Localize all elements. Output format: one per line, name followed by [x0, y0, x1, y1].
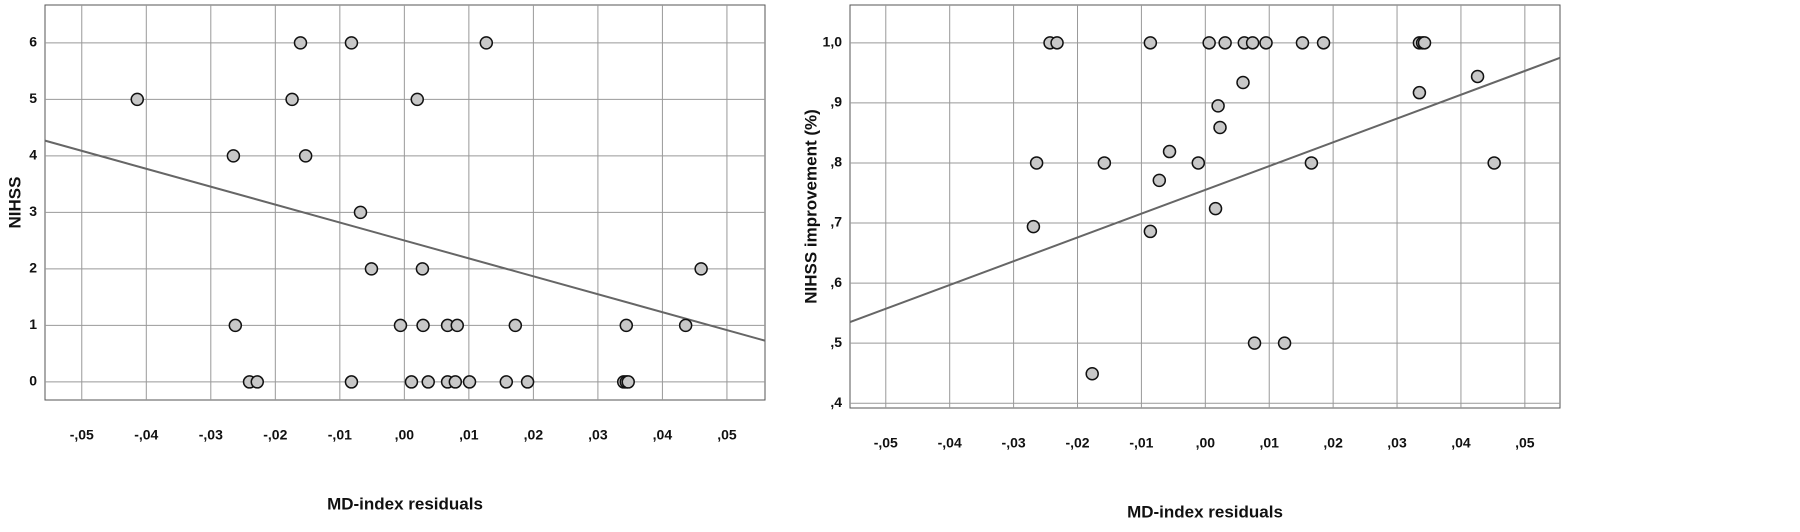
y-tick-label: ,9 — [830, 94, 842, 110]
point — [353, 205, 368, 220]
point — [1050, 36, 1064, 50]
x-tick-label: ,00 — [395, 427, 415, 443]
x-tick-label: -,02 — [1065, 435, 1089, 451]
y-tick-label: 3 — [29, 203, 37, 219]
point — [694, 262, 708, 276]
point — [415, 262, 430, 276]
point — [1152, 173, 1167, 188]
x-tick-label: -,03 — [1002, 435, 1026, 451]
point — [1143, 224, 1158, 239]
point — [416, 318, 430, 333]
y-tick-label: ,5 — [830, 334, 842, 350]
x-tick-label: ,03 — [1387, 435, 1407, 451]
point — [1097, 156, 1112, 170]
point — [228, 318, 243, 333]
x-tick-label: -,03 — [199, 427, 223, 443]
y-axis-title: NIHSS improvement (%) — [801, 109, 820, 304]
point — [1029, 156, 1044, 170]
x-tick-label: -,02 — [263, 427, 287, 443]
x-axis-title: MD-index residuals — [1127, 502, 1283, 521]
point — [1162, 144, 1177, 159]
x-tick-label: ,04 — [1451, 435, 1471, 451]
y-axis-title: NIHSS — [5, 177, 24, 229]
point — [1316, 36, 1331, 50]
point — [448, 375, 463, 389]
point — [130, 92, 145, 107]
plot-area — [44, 4, 766, 401]
x-tick-label: ,05 — [717, 427, 737, 443]
x-tick-label: ,05 — [1515, 435, 1535, 451]
x-tick-label: -,04 — [134, 427, 158, 443]
x-tick-label: ,03 — [588, 427, 608, 443]
point — [1304, 156, 1319, 170]
point — [1487, 156, 1501, 170]
point — [1085, 367, 1099, 381]
point — [250, 375, 265, 389]
y-tick-label: 6 — [29, 34, 37, 50]
fit-line — [44, 139, 766, 342]
point — [410, 92, 425, 107]
point — [298, 149, 313, 163]
point — [1417, 36, 1432, 50]
y-tick-label: ,8 — [830, 154, 842, 170]
x-tick-label: -,05 — [70, 427, 94, 443]
point — [421, 375, 435, 389]
point — [293, 36, 308, 50]
point — [678, 318, 693, 333]
point — [479, 36, 494, 50]
point — [1245, 36, 1260, 50]
point — [1236, 75, 1250, 90]
point — [1143, 36, 1158, 50]
point — [364, 262, 379, 276]
point — [520, 375, 535, 389]
y-tick-label: 4 — [29, 147, 37, 163]
x-tick-label: ,00 — [1196, 435, 1216, 451]
point — [1412, 85, 1427, 100]
y-tick-label: 5 — [29, 90, 37, 106]
point — [1191, 156, 1206, 170]
x-tick-label: -,01 — [1129, 435, 1153, 451]
point — [1247, 336, 1262, 350]
x-tick-label: -,01 — [328, 427, 352, 443]
point — [285, 92, 299, 107]
x-tick-label: ,02 — [1323, 435, 1343, 451]
y-tick-label: 2 — [29, 260, 37, 276]
point — [1277, 336, 1292, 350]
x-tick-label: -,04 — [938, 435, 962, 451]
y-tick-label: ,7 — [830, 214, 842, 230]
y-tick-label: ,6 — [830, 274, 842, 290]
point — [450, 318, 465, 333]
point — [393, 318, 408, 333]
x-tick-label: ,02 — [524, 427, 544, 443]
x-tick-label: ,04 — [653, 427, 673, 443]
y-tick-label: 1,0 — [823, 34, 843, 50]
y-tick-label: 1 — [29, 316, 37, 332]
point — [1211, 99, 1225, 113]
x-tick-label: ,01 — [1259, 435, 1279, 451]
x-axis-title: MD-index residuals — [327, 494, 483, 513]
point — [1218, 36, 1232, 50]
point — [404, 375, 419, 389]
point — [621, 375, 635, 389]
point — [1470, 69, 1485, 84]
point — [1026, 219, 1041, 234]
point — [1202, 36, 1216, 50]
point — [508, 318, 523, 333]
point — [1208, 201, 1223, 216]
point — [499, 375, 514, 389]
point — [619, 318, 634, 333]
point — [1213, 120, 1227, 135]
point — [226, 149, 241, 163]
y-tick-label: ,4 — [830, 394, 842, 410]
x-tick-label: -,05 — [874, 435, 898, 451]
y-tick-label: 0 — [29, 373, 37, 389]
x-tick-label: ,01 — [459, 427, 479, 443]
point — [1295, 36, 1310, 50]
point — [1259, 36, 1273, 50]
fit-line — [849, 56, 1561, 324]
point — [344, 375, 359, 389]
point — [344, 36, 359, 50]
point — [462, 375, 477, 389]
